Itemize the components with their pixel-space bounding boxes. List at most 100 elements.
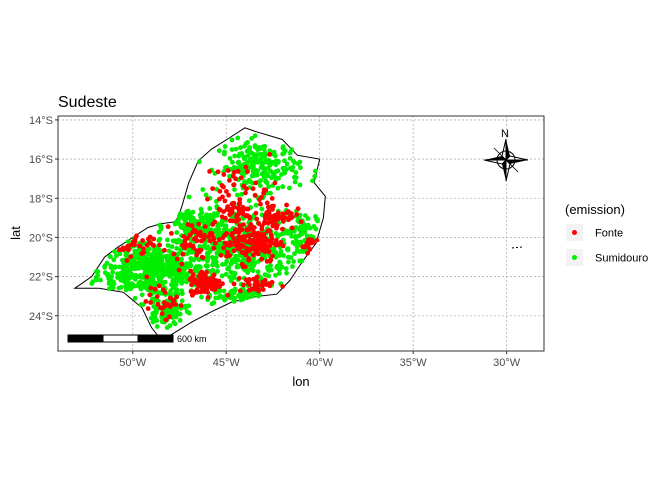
point-fonte [231, 169, 237, 175]
point-fonte [243, 164, 249, 170]
legend-label-fonte: Fonte [595, 228, 623, 240]
point-sumidouro [278, 249, 284, 254]
point-sumidouro [151, 304, 157, 309]
point-fonte [143, 299, 149, 304]
point-sumidouro [105, 271, 111, 277]
point-fonte [141, 246, 146, 252]
point-sumidouro [283, 266, 289, 271]
point-sumidouro [178, 247, 184, 253]
point-sumidouro [125, 239, 131, 245]
point-fonte [280, 226, 285, 232]
point-fonte [236, 201, 242, 207]
point-fonte [258, 234, 264, 240]
point-fonte [227, 178, 232, 183]
point-sumidouro [299, 258, 305, 264]
point-fonte [261, 187, 267, 193]
scatter-points [89, 133, 320, 330]
point-sumidouro [125, 283, 130, 288]
x-tick-label: 30°W [493, 357, 521, 369]
point-sumidouro [291, 158, 296, 164]
point-sumidouro [196, 159, 202, 165]
point-fonte [221, 172, 227, 177]
point-sumidouro [145, 247, 151, 253]
point-sumidouro [159, 291, 165, 296]
point-fonte [234, 219, 240, 224]
point-fonte [147, 292, 153, 298]
point-sumidouro [236, 292, 242, 298]
point-fonte [162, 304, 167, 310]
point-sumidouro [154, 259, 160, 265]
point-fonte [157, 242, 163, 248]
point-sumidouro [310, 178, 315, 184]
point-sumidouro [110, 279, 116, 284]
point-sumidouro [268, 190, 273, 196]
point-fonte [228, 209, 233, 215]
point-sumidouro [273, 250, 279, 256]
point-fonte [148, 285, 154, 291]
point-sumidouro [273, 254, 279, 260]
point-fonte [280, 219, 286, 224]
point-sumidouro [231, 256, 237, 262]
point-fonte [265, 220, 271, 226]
point-sumidouro [156, 273, 162, 279]
point-fonte [241, 222, 246, 228]
point-sumidouro [185, 226, 190, 232]
point-sumidouro [222, 297, 228, 303]
point-sumidouro [203, 192, 209, 198]
point-fonte [231, 248, 237, 254]
point-fonte [226, 192, 232, 198]
point-sumidouro [213, 227, 219, 233]
point-sumidouro [165, 258, 171, 264]
point-fonte [253, 279, 258, 284]
point-sumidouro [191, 257, 197, 263]
point-fonte [174, 256, 180, 262]
point-sumidouro [179, 274, 185, 280]
point-sumidouro [222, 144, 228, 149]
point-fonte [256, 286, 261, 292]
point-fonte [253, 240, 259, 246]
point-sumidouro [166, 254, 171, 260]
point-fonte [140, 238, 146, 243]
y-tick-label: 14°S [29, 115, 53, 127]
point-sumidouro [284, 161, 290, 167]
point-sumidouro [114, 253, 119, 259]
point-fonte [190, 243, 196, 249]
point-sumidouro [154, 324, 160, 329]
legend-label-sumidouro: Sumidouro [595, 253, 648, 265]
point-fonte [179, 261, 185, 267]
point-fonte [246, 233, 252, 238]
point-sumidouro [259, 206, 265, 212]
point-fonte [216, 206, 222, 212]
point-fonte [156, 283, 162, 289]
island-mark [511, 246, 523, 249]
point-sumidouro [255, 269, 261, 275]
point-fonte [162, 300, 167, 305]
point-sumidouro [236, 264, 241, 270]
point-sumidouro [303, 213, 308, 219]
point-fonte [259, 256, 265, 262]
point-sumidouro [288, 255, 294, 260]
point-sumidouro [226, 265, 232, 270]
legend: (emission) Fonte Sumidouro [565, 202, 648, 266]
axis-ticks: 50°W 45°W 40°W 35°W 30°W 14°S 16°S 18°S 20°S 22°S… [29, 115, 521, 369]
point-fonte [211, 245, 217, 251]
point-fonte [205, 289, 210, 295]
point-sumidouro [198, 264, 203, 270]
point-fonte [241, 183, 247, 189]
point-sumidouro [149, 275, 155, 281]
point-sumidouro [173, 282, 179, 287]
x-tick-label: 45°W [213, 357, 241, 369]
point-sumidouro [197, 244, 203, 249]
point-sumidouro [228, 261, 234, 267]
chart-title: Sudeste [58, 94, 117, 111]
point-sumidouro [268, 168, 273, 174]
point-sumidouro [252, 144, 258, 150]
point-fonte [174, 294, 180, 300]
point-sumidouro [157, 266, 163, 272]
point-sumidouro [132, 273, 138, 278]
point-fonte [189, 289, 195, 294]
point-sumidouro [266, 159, 271, 165]
point-sumidouro [277, 259, 283, 265]
point-sumidouro [223, 261, 228, 267]
point-fonte [167, 304, 173, 309]
